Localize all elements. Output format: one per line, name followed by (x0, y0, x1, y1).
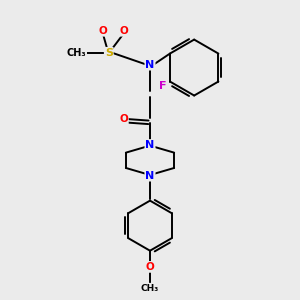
Text: N: N (146, 140, 154, 150)
Text: O: O (119, 114, 128, 124)
Text: CH₃: CH₃ (141, 284, 159, 292)
Text: S: S (105, 48, 113, 58)
Text: O: O (146, 262, 154, 272)
Text: O: O (119, 26, 128, 36)
Text: O: O (98, 26, 107, 36)
Text: CH₃: CH₃ (67, 48, 86, 58)
Text: N: N (146, 60, 154, 70)
Text: N: N (146, 171, 154, 181)
Text: F: F (159, 81, 166, 91)
